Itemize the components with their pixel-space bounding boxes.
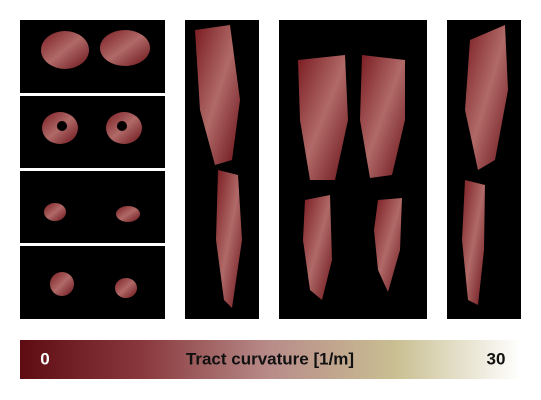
colorbar-max: 30	[487, 349, 506, 368]
calf-muscle	[374, 198, 402, 292]
calf-section	[116, 206, 140, 222]
lateral-view	[447, 20, 521, 319]
colorbar	[20, 340, 521, 379]
calf-section	[44, 203, 66, 221]
thigh-muscle	[298, 55, 348, 180]
bone	[57, 121, 67, 131]
thigh-section	[100, 30, 150, 66]
colorbar-label: Tract curvature [1/m]	[186, 349, 354, 368]
slice-panel	[20, 96, 165, 168]
coronal-view	[279, 20, 427, 319]
thigh-muscle	[195, 25, 240, 165]
calf-muscle	[462, 180, 485, 305]
calf-muscle	[303, 195, 332, 300]
colorbar-min: 0	[40, 349, 49, 368]
calf-section	[115, 278, 137, 298]
bone	[117, 121, 127, 131]
axial-slices	[20, 20, 165, 319]
slice-panel	[20, 171, 165, 243]
thigh-muscle	[360, 55, 405, 178]
thigh-section	[41, 31, 89, 69]
calf-muscle	[216, 170, 242, 308]
sagittal-view	[185, 20, 259, 319]
thigh-muscle	[465, 25, 508, 170]
calf-section	[50, 272, 74, 296]
slice-panel	[20, 246, 165, 319]
